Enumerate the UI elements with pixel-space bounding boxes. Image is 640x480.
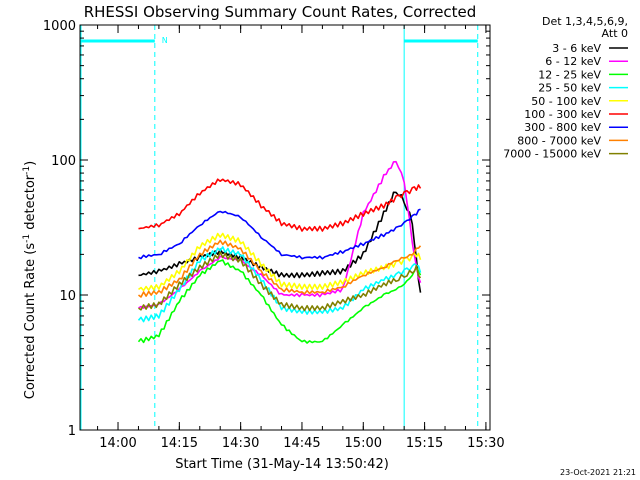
x-tick-label: 15:30 (467, 436, 504, 451)
series-line-2 (138, 160, 422, 309)
legend-label: 25 - 50 keV (538, 82, 601, 95)
legend-label: 6 - 12 keV (545, 55, 601, 68)
series-line-7 (138, 208, 421, 260)
legend-label: 3 - 6 keV (552, 42, 601, 55)
x-tick-label: 14:00 (99, 436, 136, 451)
plot-area: N (80, 25, 479, 430)
plot-frame (79, 24, 491, 431)
series-line-4 (137, 246, 422, 323)
y-tick-label: 1 (68, 424, 76, 439)
x-axis-label: Start Time (31-May-14 13:50:42) (175, 457, 389, 472)
x-tick-label: 14:45 (283, 436, 320, 451)
x-tick-label: 15:15 (406, 436, 443, 451)
series-line-8 (138, 239, 422, 298)
timestamp: 23-Oct-2021 21:21 (560, 468, 636, 477)
legend-label: 100 - 300 keV (524, 108, 601, 121)
series-line-3 (137, 259, 422, 344)
axes-layer: 1 10 100 1000 14:00 14:15 14:30 14:45 15:00 15:15… (43, 19, 505, 451)
y-axis-label: Corrected Count Rate (s-1 detector-1) (22, 161, 38, 399)
series-line-9 (138, 251, 422, 312)
legend-label: 300 - 800 keV (524, 121, 601, 134)
legend-header: Det 1,3,4,5,6,9, (542, 15, 628, 28)
legend-label: 12 - 25 keV (538, 68, 601, 81)
x-tick-label: 14:30 (222, 436, 259, 451)
y-tick-label: 100 (51, 154, 76, 169)
x-tick-label: 14:15 (161, 436, 198, 451)
legend-header: Att 0 (602, 27, 628, 40)
chart-title: RHESSI Observing Summary Count Rates, Co… (84, 3, 477, 21)
legend-label: 7000 - 15000 keV (503, 148, 601, 161)
night-marker: N (162, 36, 168, 45)
y-tick-label: 10 (59, 289, 76, 304)
legend-label: 50 - 100 keV (531, 95, 601, 108)
series-line-6 (138, 178, 422, 232)
series-layer (137, 160, 422, 344)
x-tick-label: 15:00 (345, 436, 382, 451)
y-tick-label: 1000 (43, 19, 76, 34)
legend-label: 800 - 7000 keV (517, 134, 601, 147)
